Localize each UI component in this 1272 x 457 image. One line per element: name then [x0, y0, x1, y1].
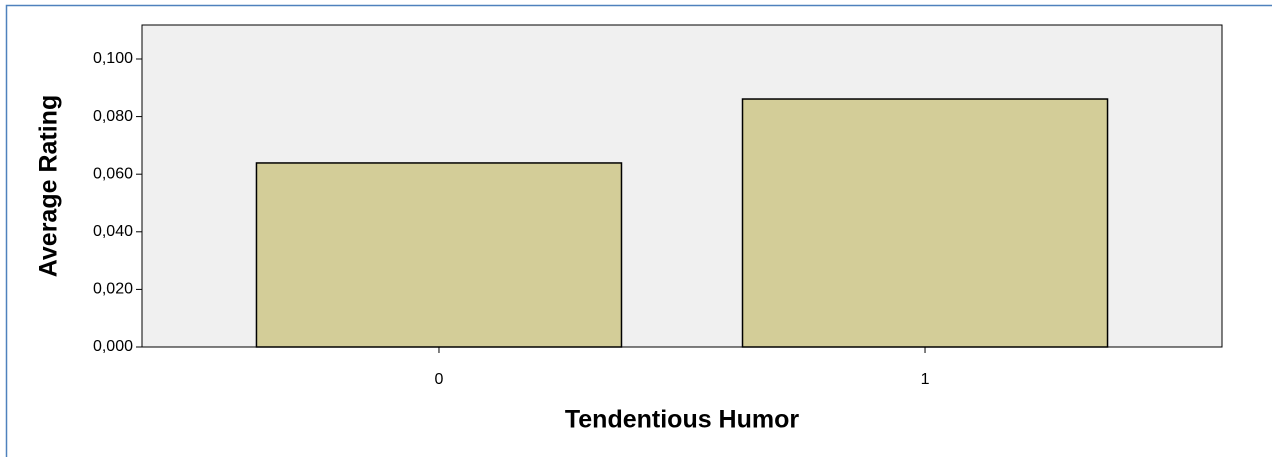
y-tick-label: 0,080: [93, 108, 133, 125]
bar: [741, 98, 1109, 348]
y-tick-label: 0,060: [93, 165, 133, 182]
y-axis-title: Average Rating: [35, 95, 63, 277]
y-tick-label: 0,000: [93, 338, 133, 355]
y-tick-label: 0,040: [93, 223, 133, 240]
x-tick-label: 0: [435, 371, 444, 388]
y-tick-label: 0,020: [93, 281, 133, 298]
x-tick-label: 1: [921, 371, 930, 388]
bar: [255, 162, 623, 348]
y-tick-label: 0,100: [93, 50, 133, 67]
frame: [5, 4, 1272, 457]
x-axis-title: Tendentious Humor: [565, 406, 800, 434]
